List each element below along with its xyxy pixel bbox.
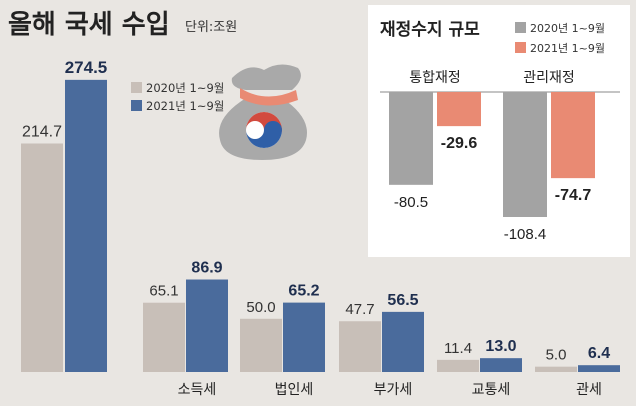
value-소득세-2021: 86.9 xyxy=(191,260,222,277)
fiscal-bars: 통합재정 -80.5 -29.6 관리재정 -108.4 -74.7 xyxy=(389,69,595,243)
value-교통세-2021: 13.0 xyxy=(485,338,516,355)
main-bars: 214.7 274.5 xyxy=(21,58,107,372)
total-bar-2020 xyxy=(21,143,63,372)
fiscal-value-통합재정-2021: -29.6 xyxy=(441,135,478,152)
category-label-교통세: 교통세 xyxy=(472,381,511,397)
unit-label: 단위:조원 xyxy=(185,20,237,35)
total-value-2021: 274.5 xyxy=(65,58,108,77)
bar-법인세-2020 xyxy=(240,318,282,372)
value-관세-2021: 6.4 xyxy=(588,345,610,362)
value-소득세-2020: 65.1 xyxy=(149,283,178,300)
total-bar-2021 xyxy=(65,79,107,372)
legend-label-2021: 2021년 1~9월 xyxy=(146,99,224,113)
total-value-2020: 214.7 xyxy=(22,123,62,140)
fiscal-bar-통합재정-2021 xyxy=(437,92,481,127)
fiscal-value-관리재정-2020: -108.4 xyxy=(504,226,547,243)
fiscal-legend-label-2021: 2021년 1~9월 xyxy=(530,42,605,55)
fiscal-panel: 재정수지 규모 2020년 1~9월 2021년 1~9월 통합재정 -80.5 -… xyxy=(368,5,630,257)
bar-소득세-2020 xyxy=(143,302,185,372)
fiscal-category-관리재정: 관리재정 xyxy=(523,69,575,85)
legend-swatch-2021 xyxy=(131,100,142,111)
category-bars: 65.1 86.9 소득세 50.0 65.2 법인세 47.7 56.5 부가세 11.4 13.… xyxy=(143,260,620,397)
bar-관세-2020 xyxy=(535,366,577,372)
category-label-부가세: 부가세 xyxy=(374,381,413,397)
fiscal-category-통합재정: 통합재정 xyxy=(409,69,461,85)
main-legend: 2020년 1~9월 2021년 1~9월 xyxy=(131,81,224,113)
bar-교통세-2021 xyxy=(480,358,522,372)
value-부가세-2021: 56.5 xyxy=(387,292,418,309)
fiscal-legend-label-2020: 2020년 1~9월 xyxy=(530,22,605,35)
fiscal-bar-통합재정-2020 xyxy=(389,92,433,185)
fiscal-bar-관리재정-2021 xyxy=(551,92,595,179)
legend-label-2020: 2020년 1~9월 xyxy=(146,81,224,95)
value-법인세-2021: 65.2 xyxy=(288,283,319,300)
fiscal-panel-title: 재정수지 규모 xyxy=(380,20,480,40)
category-label-관세: 관세 xyxy=(576,381,602,397)
legend-swatch-2020 xyxy=(131,82,142,93)
bar-소득세-2021 xyxy=(186,279,228,372)
chart-title: 올해 국세 수입 xyxy=(8,10,170,40)
value-부가세-2020: 47.7 xyxy=(345,301,374,318)
bar-관세-2021 xyxy=(578,365,620,372)
bar-교통세-2020 xyxy=(437,359,479,372)
fiscal-value-통합재정-2020: -80.5 xyxy=(394,194,428,211)
money-bag-icon xyxy=(219,64,307,160)
fiscal-value-관리재정-2021: -74.7 xyxy=(555,187,592,204)
category-label-법인세: 법인세 xyxy=(275,381,314,397)
fiscal-legend-swatch-2021 xyxy=(515,42,526,53)
value-법인세-2020: 50.0 xyxy=(246,299,275,316)
value-교통세-2020: 11.4 xyxy=(444,340,472,357)
value-관세-2020: 5.0 xyxy=(546,347,567,364)
fiscal-bar-관리재정-2020 xyxy=(503,92,547,217)
bar-부가세-2020 xyxy=(339,321,381,372)
category-label-소득세: 소득세 xyxy=(178,381,217,397)
bar-부가세-2021 xyxy=(382,311,424,372)
bar-법인세-2021 xyxy=(283,302,325,372)
fiscal-legend-swatch-2020 xyxy=(515,22,526,33)
